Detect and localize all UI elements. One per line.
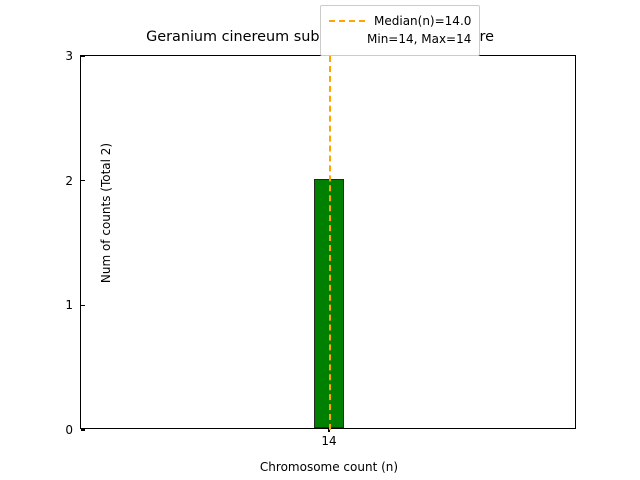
x-tick-label: 14 (321, 434, 337, 448)
legend-dash-icon (329, 14, 365, 28)
y-tick-mark (81, 304, 85, 306)
y-axis-label: Num of counts (Total 2) (99, 142, 113, 284)
legend-label-minmax: Min=14, Max=14 (367, 32, 472, 46)
plot-area: Num of counts (Total 2) 0 1 2 3 14 Chrom… (65, 49, 576, 474)
y-tick-label: 3 (65, 49, 73, 63)
y-tick-label: 0 (65, 423, 73, 437)
y-tick-mark (81, 55, 85, 57)
median-line (329, 56, 331, 430)
chart-legend: Median(n)=14.0 Min=14, Max=14 (320, 5, 481, 56)
legend-entry-median: Median(n)=14.0 (329, 12, 471, 30)
y-tick-mark (81, 429, 85, 431)
legend-label-median: Median(n)=14.0 (374, 14, 472, 28)
legend-entry-minmax: Min=14, Max=14 (329, 30, 471, 48)
y-tick-label: 2 (65, 173, 73, 188)
y-tick-mark (81, 180, 85, 182)
x-axis-label: Chromosome count (n) (259, 460, 399, 474)
y-tick-label: 1 (65, 298, 73, 313)
